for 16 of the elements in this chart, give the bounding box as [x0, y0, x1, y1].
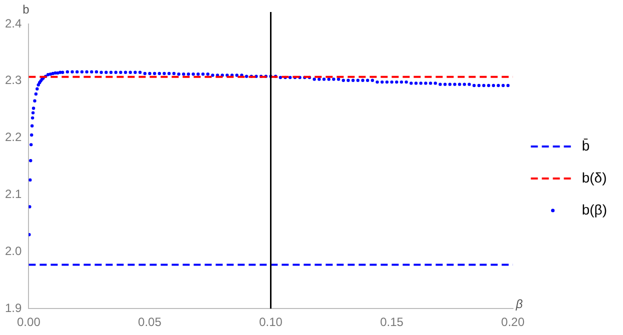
legend-label: b(δ) — [582, 169, 607, 186]
y-tick-label: 2.4 — [4, 16, 22, 30]
legend-label: b(β) — [582, 201, 608, 218]
y-tick-label: 2.3 — [4, 73, 22, 88]
y-tick-label: 2.1 — [4, 187, 22, 202]
y-axis-title: b — [22, 2, 30, 16]
y-tick-label: 1.9 — [4, 300, 22, 315]
x-tick-label: 0.00 — [17, 315, 41, 330]
x-axis-title: β — [514, 296, 523, 311]
legend-label: b̄ — [582, 137, 590, 154]
x-tick-label: 0.10 — [259, 315, 283, 330]
y-tick-label: 2.2 — [4, 130, 22, 144]
x-tick-label: 0.20 — [501, 315, 525, 330]
x-tick-label: 0.15 — [380, 315, 404, 330]
x-tick-label: 0.05 — [138, 315, 162, 330]
y-tick-label: 2.0 — [4, 244, 22, 258]
